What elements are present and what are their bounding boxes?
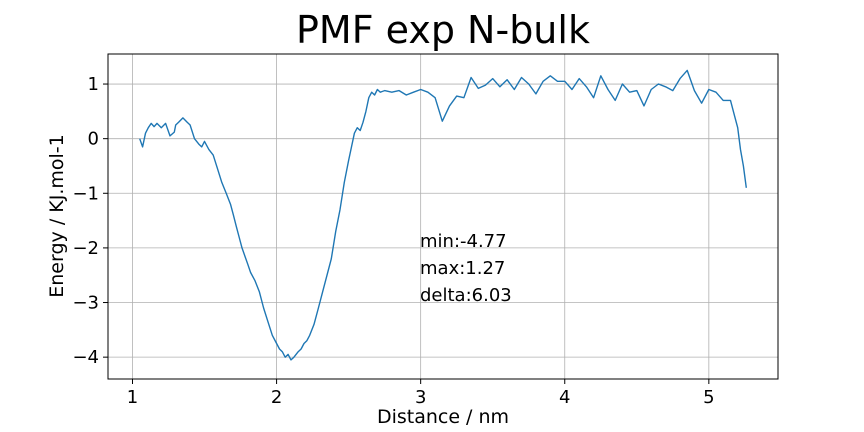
x-tick-label: 3 [415, 387, 426, 408]
y-tick-label: −2 [72, 238, 99, 259]
grid [108, 54, 778, 379]
x-tick-label: 4 [559, 387, 570, 408]
annotation-delta: delta:6.03 [420, 285, 512, 306]
chart-title: PMF exp N-bulk [296, 8, 590, 52]
annotation-min: min:-4.77 [420, 231, 507, 252]
stats-annotation: min:-4.77 max:1.27 delta:6.03 [420, 231, 512, 306]
y-tick-label: 0 [88, 129, 99, 150]
y-tick-label: −4 [72, 347, 99, 368]
axes-frame [107, 53, 779, 380]
y-axis-label: Energy / KJ.mol-1 [46, 134, 68, 297]
annotation-max: max:1.27 [420, 258, 505, 279]
x-axis-label: Distance / nm [377, 406, 509, 428]
y-tick-label: 1 [88, 74, 99, 95]
plot-area [139, 69, 747, 361]
x-tick-label: 2 [271, 387, 282, 408]
x-tick-label: 5 [703, 387, 714, 408]
ticks: 1 2 3 4 5 −4 −3 −2 −1 0 1 [72, 74, 714, 408]
x-tick-label: 1 [127, 387, 138, 408]
y-tick-label: −3 [72, 293, 99, 314]
series-line [139, 69, 747, 361]
y-tick-label: −1 [72, 183, 99, 204]
